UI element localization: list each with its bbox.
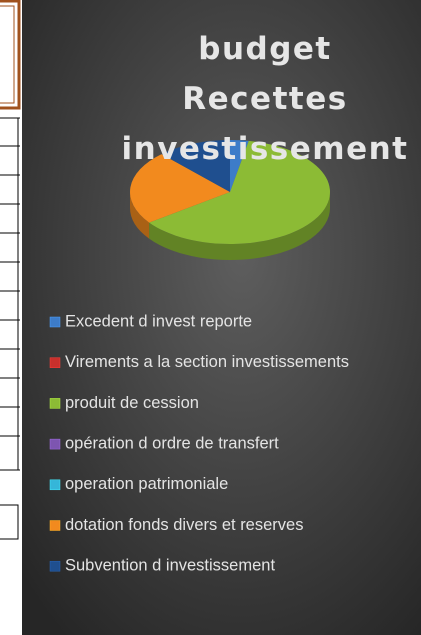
legend-swatch: [49, 479, 61, 491]
legend-label: Virements a la section investissements: [65, 353, 349, 371]
legend-swatch: [49, 316, 61, 328]
chart-background: [22, 0, 421, 635]
legend-label: Subvention d investissement: [65, 557, 275, 575]
legend-swatch: [49, 520, 61, 531]
pie-slice-side: [130, 192, 150, 239]
pie-slice: [149, 140, 330, 244]
legend-label: dotation fonds divers et reserves: [65, 516, 303, 534]
chart-title: budget Recettes investissement: [121, 31, 409, 167]
legend-swatch: [49, 357, 61, 368]
legend-label: opération d ordre de transfert: [65, 434, 279, 452]
legend-label: produit de cession: [65, 394, 199, 412]
legend-swatch: [49, 560, 61, 572]
legend-label: Excedent d invest reporte: [65, 312, 252, 330]
pie-slice: [230, 140, 249, 192]
spreadsheet: [0, 0, 21, 540]
legend-swatch: [49, 398, 61, 409]
pie-slice: [129, 154, 230, 223]
pie-slice-side: [149, 192, 330, 260]
pie-slice: [161, 140, 230, 192]
legend-swatch: [49, 438, 61, 450]
legend-label: operation patrimoniale: [65, 475, 228, 493]
